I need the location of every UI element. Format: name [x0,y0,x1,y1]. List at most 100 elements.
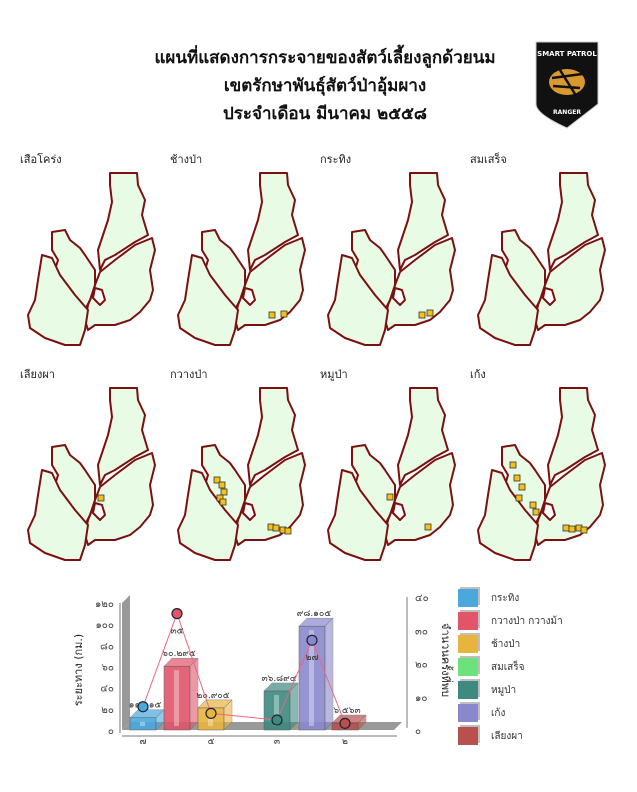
count-point [339,717,351,729]
map-panel [27,387,156,561]
count-point [271,714,283,726]
count-point [306,634,318,646]
distance-label: ๙๘.๑๐๕ [297,609,332,619]
map-panel [327,172,456,346]
legend-label: เก้ง [491,707,506,719]
sighting-marker [213,476,221,484]
legend-item: กวางป่า กวางม้า [458,611,563,631]
title-line-3: ประจำเดือน มีนาคม ๒๕๕๘ [222,104,428,124]
map-panel [327,387,456,561]
district-boundary [397,172,449,271]
y-tick-label: ๐ [108,726,114,737]
chart-back-wall [122,595,130,730]
distance-label: ๖.๕๖๓ [333,706,360,716]
district-boundary [547,387,599,486]
sighting-marker [284,527,292,535]
lake-shape [242,287,256,306]
map-panel [477,172,606,346]
legend-item: เก้ง [458,703,505,723]
sighting-marker [515,494,523,502]
bar-side [357,714,367,731]
district-boundary [501,229,546,311]
district-boundary [51,444,96,526]
district-boundary [97,172,149,271]
y-tick-label: ๒๐ [101,705,114,716]
bar-side [289,682,299,731]
district-boundary [177,469,239,561]
district-boundary [97,387,149,486]
y-tick-label: ๑๒๐ [95,599,114,610]
map-label-tiger: เสือโคร่ง [20,153,62,166]
sighting-marker [386,493,394,501]
lake-shape [92,502,106,521]
legend-item: หมูป่า [458,680,516,700]
sighting-marker [426,309,434,317]
title-line-2: เขตรักษาพันธุ์สัตว์ป่าอุ้มผาง [223,76,427,96]
count-label: ๓๕ [171,627,184,637]
legend-label: หมูป่า [491,684,517,696]
map-panel [177,172,306,346]
legend-swatch [458,658,478,676]
bar-highlight [174,670,179,726]
map-label-wild-boar: หมูป่า [320,368,348,381]
district-boundary [477,254,539,346]
sighting-marker [513,474,521,482]
sighting-marker [97,494,105,502]
title-line-1: แผนที่แสดงการกระจายของสัตว์เลี้ยงลูกด้วย… [154,48,496,68]
count-label: ๒ [342,737,348,747]
map-panel [177,387,306,561]
district-boundary [234,452,306,546]
district-boundary [397,387,449,486]
district-boundary [534,237,606,331]
district-boundary [327,254,389,346]
district-boundary [477,469,539,561]
map-label-sambar: กวางป่า [170,368,208,381]
sighting-marker [580,526,588,534]
distance-label: ๖๐.๒๙๕ [162,649,196,659]
map-label-barking-deer: เก้ง [470,368,486,381]
y2-axis-title: จำนวนครั้งที่พบ [439,623,454,697]
lake-shape [542,287,556,306]
district-boundary [27,469,89,561]
count-line [142,612,346,724]
district-boundary [384,237,456,331]
legend-label: เลียงผา [491,730,523,742]
legend-label: กระทิง [491,592,520,604]
district-boundary [27,254,89,346]
district-boundary [201,229,246,311]
sighting-marker [272,524,280,532]
y2-tick-label: ๐ [415,726,421,737]
sighting-marker [529,501,537,509]
sighting-marker [509,461,517,469]
lake-shape [392,502,406,521]
sighting-marker [220,488,228,496]
legend-item: เลียงผา [458,726,523,746]
count-label: ๗ [140,737,147,747]
bar-1 [163,657,199,731]
count-label: ๒๗ [306,653,319,663]
bar-highlight [274,694,279,726]
sighting-marker [568,525,576,533]
legend-swatch [458,612,478,630]
map-label-elephant: ช้างป่า [170,153,203,166]
lake-shape [542,502,556,521]
y-tick-label: ๑๐๐ [95,620,114,631]
district-boundary [177,254,239,346]
district-boundary [351,444,396,526]
bar-side [324,617,334,731]
district-boundary [351,229,396,311]
map-panel [477,387,606,561]
legend-swatch [458,635,478,653]
lake-shape [392,287,406,306]
district-boundary [84,237,156,331]
bar-highlight [309,630,314,726]
sighting-marker [418,311,426,319]
sighting-marker [424,523,432,531]
bar-front [163,665,191,731]
legend-swatch [458,681,478,699]
y2-tick-label: ๑๐ [415,693,427,704]
district-boundary [247,172,299,271]
district-boundary [327,469,389,561]
y2-tick-label: ๓๐ [415,626,428,637]
